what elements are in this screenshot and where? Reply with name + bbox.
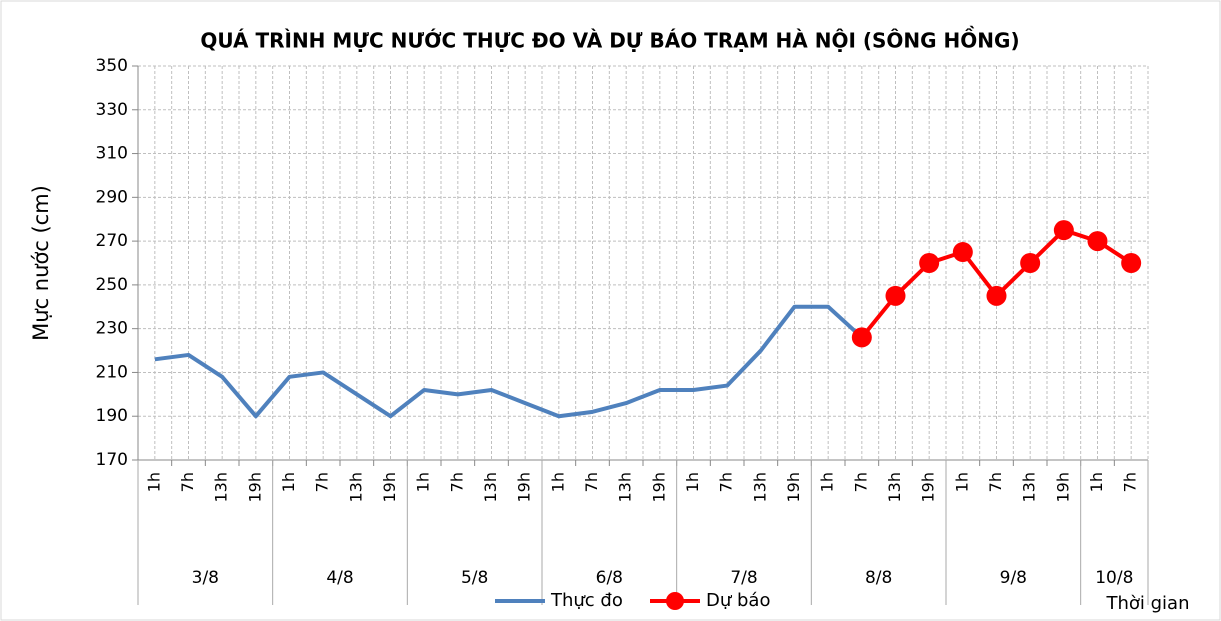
y-tick-label: 310 xyxy=(96,144,128,164)
x-tick-label: 13h xyxy=(212,472,231,503)
chart-title: QUÁ TRÌNH MỰC NƯỚC THỰC ĐO VÀ DỰ BÁO TRẠ… xyxy=(200,27,1019,53)
legend-label: Thực đo xyxy=(550,590,623,611)
x-tick-label: 7h xyxy=(178,472,197,492)
group-label: 4/8 xyxy=(326,568,353,588)
x-tick-label: 1h xyxy=(144,472,163,492)
x-tick-label: 7h xyxy=(313,472,332,492)
point xyxy=(885,285,906,306)
x-tick-label: 1h xyxy=(683,472,702,492)
x-tick-label: 19h xyxy=(515,472,534,503)
group-label: 5/8 xyxy=(461,568,488,588)
x-tick-label: 19h xyxy=(919,472,938,503)
x-tick-label: 1h xyxy=(279,472,298,492)
x-tick-label: 19h xyxy=(245,472,264,503)
point xyxy=(851,327,872,348)
point xyxy=(986,285,1007,306)
series-line xyxy=(154,304,864,419)
x-tick-label: 13h xyxy=(481,472,500,503)
y-tick-label: 330 xyxy=(96,100,128,120)
x-tick-label: 7h xyxy=(986,472,1005,492)
x-tick-label: 13h xyxy=(616,472,635,503)
x-tick-label: 1h xyxy=(414,472,433,492)
x-tick-label: 7h xyxy=(717,472,736,492)
point xyxy=(952,242,973,263)
x-tick-label: 7h xyxy=(851,472,870,492)
x-tick-label: 7h xyxy=(1121,472,1140,492)
group-label: 9/8 xyxy=(1000,568,1027,588)
x-tick-label: 19h xyxy=(1053,472,1072,503)
x-tick-label: 19h xyxy=(380,472,399,503)
y-axis-label: Mực nước (cm) xyxy=(29,185,53,341)
y-tick-label: 230 xyxy=(96,319,128,339)
point xyxy=(919,253,940,273)
group-label: 10/8 xyxy=(1095,568,1133,588)
x-tick-label: 13h xyxy=(1020,472,1039,503)
y-tick-label: 190 xyxy=(96,406,128,426)
legend-label: Dự báo xyxy=(706,590,770,611)
point xyxy=(1053,220,1074,241)
x-tick-label: 1h xyxy=(548,472,567,492)
x-tick-label: 13h xyxy=(346,472,365,503)
y-tick-label: 250 xyxy=(96,275,128,295)
y-tick-label: 290 xyxy=(96,187,128,207)
x-tick-label: 7h xyxy=(447,472,466,492)
x-tick-label: 1h xyxy=(952,472,971,492)
x-tick-label: 13h xyxy=(750,472,769,503)
point xyxy=(1121,253,1142,273)
x-tick-label: 1h xyxy=(1087,472,1106,492)
x-tick-label: 19h xyxy=(649,472,668,503)
point xyxy=(1020,253,1041,273)
legend-marker xyxy=(666,592,684,610)
x-tick-label: 13h xyxy=(885,472,904,503)
group-label: 3/8 xyxy=(192,568,219,588)
x-tick-label: 1h xyxy=(818,472,837,492)
point xyxy=(1087,231,1108,252)
x-tick-label: 19h xyxy=(784,472,803,503)
y-tick-label: 210 xyxy=(96,362,128,382)
group-label: 7/8 xyxy=(730,568,757,588)
group-label: 6/8 xyxy=(596,568,623,588)
group-label: 8/8 xyxy=(865,568,892,588)
x-tick-label: 7h xyxy=(582,472,601,492)
y-tick-label: 170 xyxy=(96,450,128,470)
y-tick-label: 350 xyxy=(96,56,128,76)
y-tick-label: 270 xyxy=(96,231,128,251)
